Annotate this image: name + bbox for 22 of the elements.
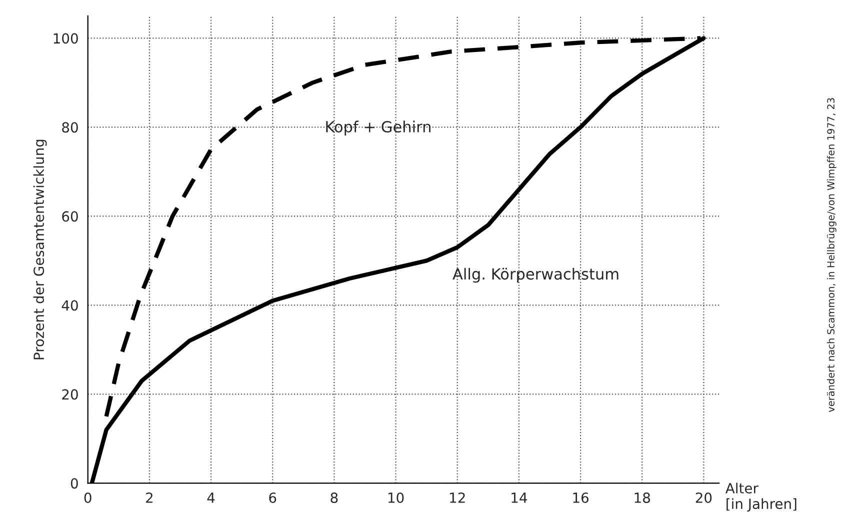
x-tick-label: 2 (146, 492, 152, 503)
y-tick-label: 20 (62, 389, 78, 400)
x-axis-title: Alter [in Jahren] (726, 482, 796, 512)
x-tick-label: 4 (207, 492, 215, 503)
y-tick-label: 0 (70, 478, 78, 489)
x-tick-label: 12 (450, 492, 465, 503)
x-tick-label: 20 (696, 492, 712, 503)
text: Kopf + Gehirn (326, 120, 430, 136)
series-label: Allg. Körperwachstum (452, 268, 618, 283)
text: verändert nach Scammon, in Hellbrügge/von Wimpffen 1977, 23 (826, 98, 836, 412)
x-tick-label: 16 (573, 492, 588, 503)
x-tick-label: 0 (84, 492, 92, 503)
x-tick-label: 8 (330, 492, 338, 503)
y-tick-label: 60 (62, 211, 78, 222)
x-tick-label: 14 (512, 492, 527, 503)
x-tick-label: 6 (269, 492, 276, 503)
y-tick-label: 100 (54, 33, 78, 44)
x-tick-label: 10 (388, 492, 404, 503)
y-tick-label: 80 (62, 122, 78, 133)
x-tick-label: 18 (634, 492, 650, 503)
y-axis-title: Prozent der Gesamtentwicklung (33, 140, 47, 360)
y-tick-label: 40 (62, 300, 78, 311)
